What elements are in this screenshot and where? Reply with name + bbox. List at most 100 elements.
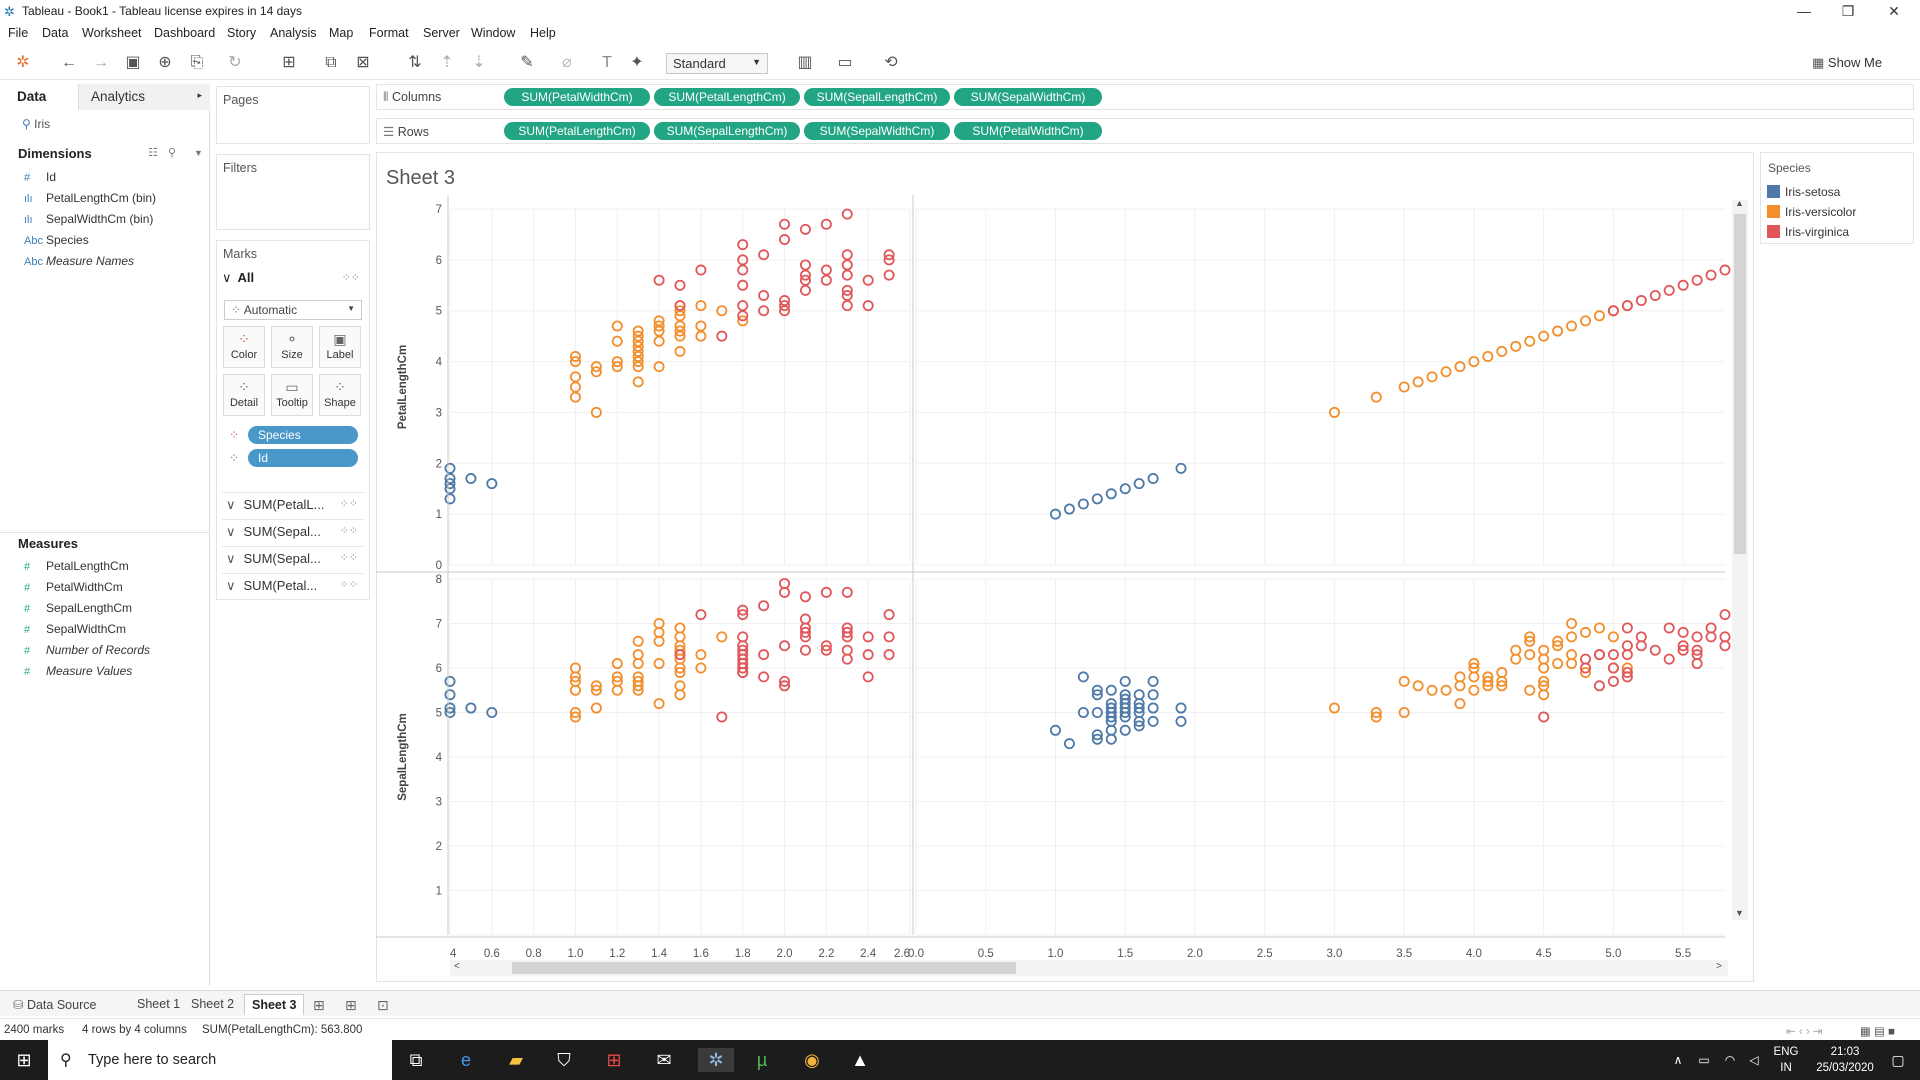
save-icon[interactable]: ▣ — [125, 54, 141, 71]
edge-icon[interactable]: e — [460, 1050, 471, 1070]
filters-card[interactable]: Filters — [216, 154, 370, 230]
file-explorer-icon[interactable]: ▰ — [509, 1050, 523, 1070]
row-pill-petallength[interactable]: SUM(PetalLengthCm) — [504, 122, 650, 140]
tab-analytics[interactable]: Analytics ▸ — [78, 84, 210, 110]
menu-help[interactable]: Help — [530, 26, 556, 40]
new-worksheet-icon[interactable]: ⊞ — [282, 54, 296, 71]
tableau-logo-icon[interactable]: ✲ — [16, 54, 30, 71]
label-button[interactable]: ▣ Label — [319, 326, 361, 368]
show-cards-icon[interactable]: ▥ — [797, 54, 813, 71]
task-view-icon[interactable]: ⧉ — [409, 1050, 423, 1070]
mail-icon[interactable]: ✉ — [656, 1050, 672, 1070]
shape-button[interactable]: ⁘ Shape — [319, 374, 361, 416]
pause-updates-icon[interactable]: ⎘ — [190, 54, 204, 71]
close-button[interactable]: ✕ — [1888, 3, 1900, 19]
highlight-icon[interactable]: ✎ — [520, 54, 534, 71]
menu-dashboard[interactable]: Dashboard — [154, 26, 216, 40]
marks-all-row[interactable]: ∨ All ⁘⁘ — [222, 270, 364, 292]
tab-nav-icon[interactable]: ⇤ ‹ › ⇥ — [1786, 1026, 1823, 1038]
column-pill-sepalwidth[interactable]: SUM(SepalWidthCm) — [954, 88, 1102, 106]
field-petalwidthcm[interactable]: # PetalWidthCm — [24, 580, 123, 598]
field-number-of-records[interactable]: # Number of Records — [24, 643, 150, 661]
tab-sheet-1[interactable]: Sheet 1 — [137, 997, 181, 1011]
datasource-item[interactable]: ⚲ Iris — [22, 117, 50, 131]
volume-icon[interactable]: ◁ — [1749, 1053, 1759, 1067]
photos-icon[interactable]: ▲ — [851, 1050, 869, 1070]
column-pill-sepallength[interactable]: SUM(SepalLengthCm) — [804, 88, 950, 106]
row-pill-sepalwidth[interactable]: SUM(SepalWidthCm) — [804, 122, 950, 140]
pin-axes-icon[interactable]: ✦ — [630, 54, 644, 71]
duplicate-sheet-icon[interactable]: ⧉ — [325, 54, 337, 71]
new-dashboard-tab-icon[interactable]: ⊞ — [345, 997, 357, 1013]
field-species[interactable]: Abc Species — [24, 233, 89, 251]
menu-map[interactable]: Map — [329, 26, 354, 40]
group-members-icon[interactable]: ⌀ — [562, 54, 572, 71]
view-toggle-icon[interactable]: ☷ — [148, 147, 158, 159]
chevron-down-icon[interactable]: ▼ — [194, 148, 203, 158]
field-petallength-bin[interactable]: ılı PetalLengthCm (bin) — [24, 191, 156, 209]
field-measure-names[interactable]: Abc Measure Names — [24, 254, 134, 272]
scroll-up-icon[interactable]: ▲ — [1735, 198, 1744, 208]
show-hidden-icons[interactable]: ∧ — [1673, 1053, 1683, 1067]
menu-data[interactable]: Data — [42, 26, 69, 40]
view-tabs-icon[interactable]: ▦ ▤ ■ — [1860, 1026, 1896, 1038]
tab-sheet-2[interactable]: Sheet 2 — [191, 997, 235, 1011]
undo-icon[interactable]: ← — [61, 54, 77, 71]
species-legend[interactable]: Species Iris-setosa Iris-versicolor Iris… — [1760, 152, 1914, 244]
menu-worksheet[interactable]: Worksheet — [82, 26, 142, 40]
windows-start-icon[interactable]: ⊞ — [16, 1050, 32, 1070]
field-sepalwidthcm[interactable]: # SepalWidthCm — [24, 622, 126, 640]
horizontal-scroll-thumb[interactable] — [512, 962, 1016, 974]
show-me-button[interactable]: ▦ Show Me — [1812, 55, 1882, 71]
color-button[interactable]: ⁘ Color — [223, 326, 265, 368]
legend-item-setosa[interactable]: Iris-setosa — [1767, 185, 1840, 201]
legend-item-versicolor[interactable]: Iris-versicolor — [1767, 205, 1856, 221]
new-story-tab-icon[interactable]: ⊡ — [377, 997, 389, 1013]
menu-analysis[interactable]: Analysis — [270, 26, 317, 40]
chrome-icon[interactable]: ◉ — [804, 1050, 820, 1070]
mark-type-dropdown[interactable]: ⁘ Automatic ▼ — [224, 300, 362, 320]
marks-card-petalwidth[interactable]: ∨ SUM(Petal... ⁘⁘ — [222, 573, 364, 597]
tableau-taskbar-icon[interactable]: ✲ — [698, 1048, 734, 1072]
field-id[interactable]: # Id — [24, 170, 56, 188]
wifi-icon[interactable]: ◠ — [1724, 1053, 1736, 1067]
pages-card[interactable]: Pages — [216, 86, 370, 144]
field-sepallengthcm[interactable]: # SepalLengthCm — [24, 601, 132, 619]
refresh-icon[interactable]: ↻ — [228, 54, 242, 71]
sort-descending-icon[interactable]: ⇣ — [472, 54, 486, 71]
detail-button[interactable]: ⁘ Detail — [223, 374, 265, 416]
restore-button[interactable]: ❐ — [1841, 3, 1855, 19]
field-petallengthcm[interactable]: # PetalLengthCm — [24, 559, 129, 577]
menu-story[interactable]: Story — [227, 26, 257, 40]
marks-card-sepalwidth[interactable]: ∨ SUM(Sepal... ⁘⁘ — [222, 546, 364, 570]
menu-file[interactable]: File — [8, 26, 29, 40]
tooltip-button[interactable]: ▭ Tooltip — [271, 374, 313, 416]
scroll-right-icon[interactable]: > — [1716, 961, 1722, 972]
marks-card-sepallength[interactable]: ∨ SUM(Sepal... ⁘⁘ — [222, 519, 364, 543]
scatter-matrix-chart[interactable]: 0 1 2 3 4 5 6 7 1 2 3 4 5 6 7 8 PetalLengthCm SepalLength… — [376, 195, 1754, 985]
sort-ascending-icon[interactable]: ⇡ — [440, 54, 454, 71]
tab-data[interactable]: Data — [0, 84, 78, 110]
marks-card-petallength[interactable]: ∨ SUM(PetalL... ⁘⁘ — [222, 492, 364, 516]
legend-item-virginica[interactable]: Iris-virginica — [1767, 225, 1849, 241]
vertical-scrollbar[interactable]: ▲ ▼ — [1732, 198, 1748, 920]
redo-icon[interactable]: → — [93, 54, 109, 71]
row-pill-petalwidth[interactable]: SUM(PetalWidthCm) — [954, 122, 1102, 140]
scroll-left-icon[interactable]: < — [454, 961, 460, 972]
utorrent-icon[interactable]: µ — [756, 1050, 768, 1070]
vertical-scroll-thumb[interactable] — [1734, 214, 1746, 554]
language-indicator[interactable]: ENG IN — [1766, 1044, 1806, 1076]
scroll-down-icon[interactable]: ▼ — [1735, 908, 1744, 918]
taskbar-search-box[interactable]: ⚲ Type here to search — [48, 1040, 392, 1080]
pill-species[interactable]: Species — [248, 426, 358, 444]
size-button[interactable]: ⚬ Size — [271, 326, 313, 368]
gift-app-icon[interactable]: ⊞ — [606, 1050, 622, 1070]
menu-server[interactable]: Server — [423, 26, 460, 40]
clear-sheet-icon[interactable]: ⊠ — [356, 54, 370, 71]
minimize-button[interactable]: — — [1797, 3, 1811, 19]
row-pill-sepallength[interactable]: SUM(SepalLengthCm) — [654, 122, 800, 140]
fit-dropdown[interactable]: Standard ▼ — [666, 53, 768, 74]
new-datasource-icon[interactable]: ⊕ — [158, 54, 172, 71]
horizontal-scrollbar[interactable]: < > — [450, 960, 1728, 976]
pill-id[interactable]: Id — [248, 449, 358, 467]
